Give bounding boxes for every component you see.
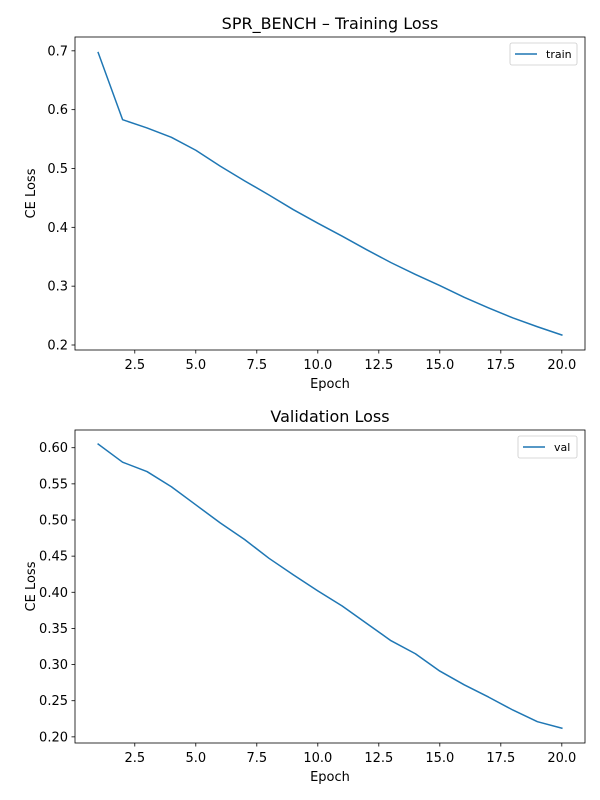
x-tick-label: 15.0 [425, 358, 454, 373]
x-axis-label: Epoch [310, 377, 350, 392]
series-line-train [97, 51, 563, 336]
legend: val [517, 435, 578, 459]
x-tick-label: 5.0 [185, 358, 206, 373]
x-axis-label: Epoch [310, 770, 350, 785]
y-tick-label: 0.20 [39, 730, 68, 745]
x-tick-label: 10.0 [303, 358, 332, 373]
chart-title: SPR_BENCH – Training Loss [222, 14, 439, 34]
x-tick-label: 10.0 [303, 751, 332, 766]
legend-box [509, 42, 578, 66]
x-tick-label: 15.0 [425, 751, 454, 766]
legend-entry-train: train [546, 48, 572, 61]
y-tick-label: 0.50 [39, 513, 68, 528]
x-tick-label: 7.5 [246, 751, 267, 766]
legend-box [517, 435, 578, 459]
x-tick-label: 2.5 [124, 358, 145, 373]
y-tick-label: 0.60 [39, 441, 68, 456]
legend-entry-val: val [554, 441, 570, 454]
y-tick-label: 0.4 [47, 221, 68, 236]
x-tick-label: 12.5 [364, 751, 393, 766]
y-tick-label: 0.25 [39, 694, 68, 709]
x-tick-label: 12.5 [364, 358, 393, 373]
y-tick-label: 0.55 [39, 477, 68, 492]
y-tick-label: 0.3 [47, 280, 68, 295]
series-line-val [97, 443, 563, 730]
y-tick-label: 0.40 [39, 586, 68, 601]
x-tick-label: 7.5 [246, 358, 267, 373]
plot-frame [74, 36, 586, 351]
x-tick-label: 20.0 [547, 751, 576, 766]
y-tick-label: 0.2 [47, 338, 68, 353]
y-tick-label: 0.45 [39, 550, 68, 565]
validation-loss-chart: Validation Loss 2.5 5.0 7.5 10.0 12.5 15.0 17.5… [24, 407, 586, 785]
y-axis-label: CE Loss [24, 168, 39, 218]
x-tick-label: 20.0 [547, 358, 576, 373]
y-tick-label: 0.35 [39, 622, 68, 637]
y-axis-label: CE Loss [24, 561, 39, 611]
training-loss-chart: SPR_BENCH – Training Loss 2.5 5.0 7.5 10.0 12… [24, 14, 586, 392]
x-tick-label: 17.5 [486, 358, 515, 373]
plot-frame [74, 429, 586, 744]
x-tick-label: 5.0 [185, 751, 206, 766]
legend: train [509, 42, 578, 66]
x-tick-label: 17.5 [486, 751, 515, 766]
y-tick-label: 0.30 [39, 658, 68, 673]
y-tick-label: 0.7 [47, 44, 68, 59]
y-tick-label: 0.5 [47, 162, 68, 177]
y-tick-label: 0.6 [47, 103, 68, 118]
chart-title: Validation Loss [270, 407, 389, 426]
x-tick-label: 2.5 [124, 751, 145, 766]
